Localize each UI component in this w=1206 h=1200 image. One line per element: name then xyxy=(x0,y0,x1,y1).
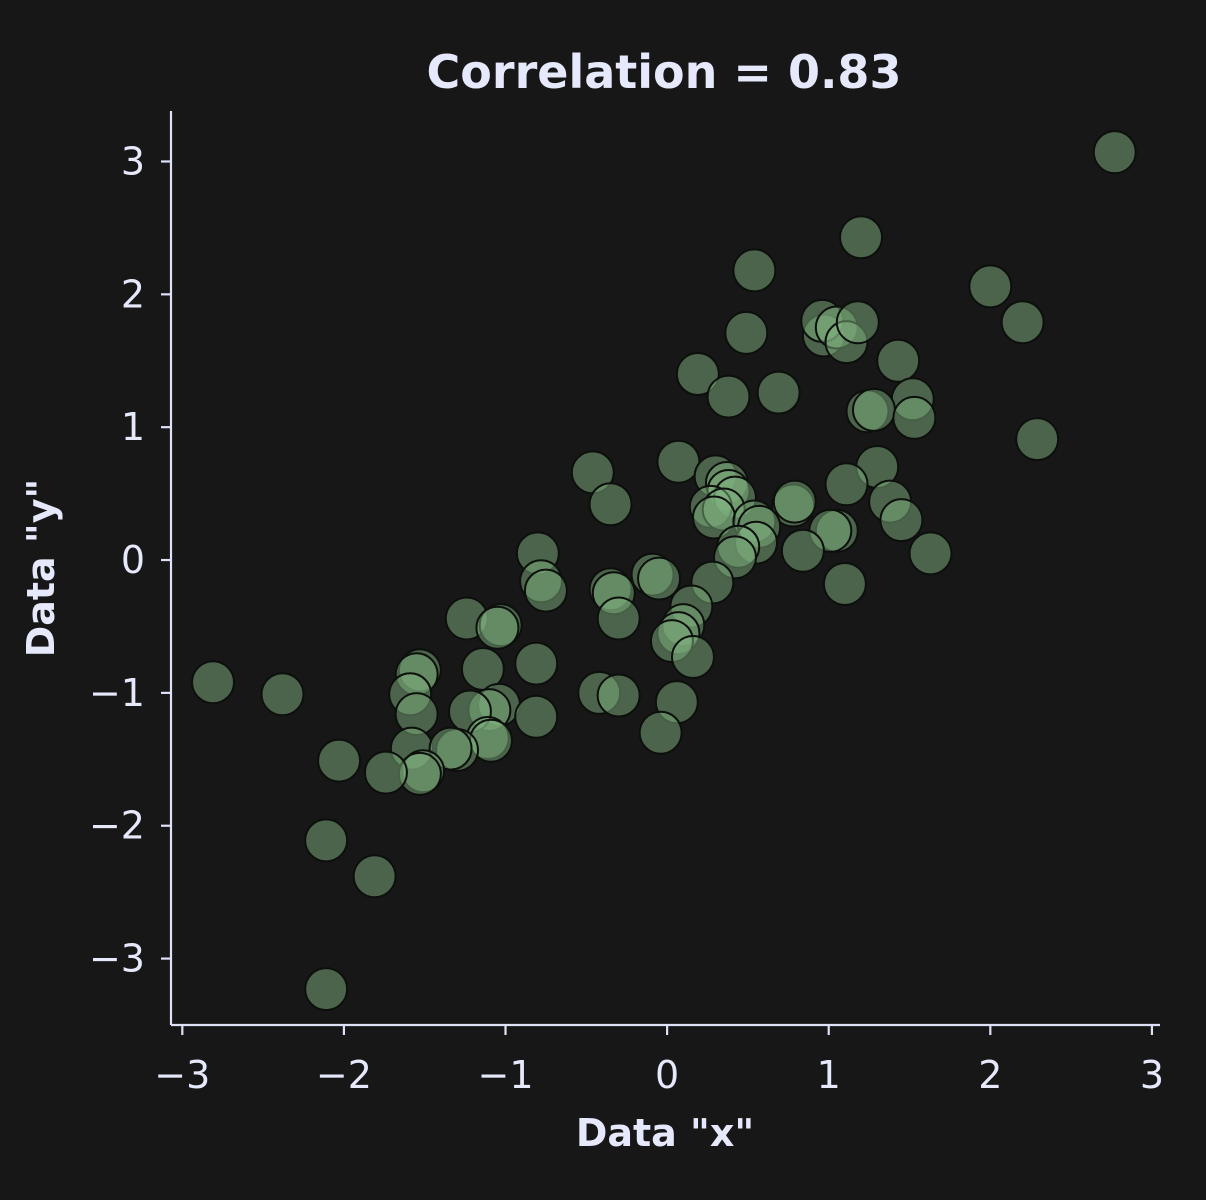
data-point xyxy=(724,310,769,355)
data-point xyxy=(1015,417,1060,462)
data-point xyxy=(596,596,641,641)
data-point xyxy=(656,439,701,484)
y-tick-label: −1 xyxy=(89,671,145,715)
data-point xyxy=(732,248,777,293)
x-tick-label: −2 xyxy=(316,1053,372,1097)
data-point xyxy=(675,352,720,397)
data-point xyxy=(706,374,751,419)
chart-title: Correlation = 0.83 xyxy=(427,45,902,99)
y-axis-label: Data "y" xyxy=(19,479,63,658)
data-point xyxy=(876,338,921,383)
y-tick-label: 2 xyxy=(121,272,145,316)
data-point xyxy=(637,556,682,601)
data-point xyxy=(588,482,633,527)
y-tick-label: −3 xyxy=(89,937,145,981)
x-tick-label: 0 xyxy=(655,1053,679,1097)
y-tick-label: 3 xyxy=(121,139,145,183)
data-point xyxy=(352,854,397,899)
data-point xyxy=(475,605,520,650)
x-tick-label: 2 xyxy=(978,1053,1002,1097)
data-point xyxy=(772,479,817,524)
data-point xyxy=(968,264,1013,309)
data-point xyxy=(304,967,349,1012)
data-point xyxy=(523,568,568,613)
y-axis-ticks: −3 −2 −1 0 1 2 3 xyxy=(89,139,171,981)
data-point xyxy=(670,635,715,680)
y-tick-label: 0 xyxy=(121,538,145,582)
data-point xyxy=(317,738,362,783)
data-point xyxy=(822,561,867,606)
x-tick-label: −1 xyxy=(477,1053,533,1097)
data-point xyxy=(835,300,880,345)
data-point xyxy=(596,673,641,718)
data-point xyxy=(824,462,869,507)
data-point xyxy=(892,395,937,440)
data-point xyxy=(1092,130,1137,175)
data-point xyxy=(304,818,349,863)
data-point xyxy=(908,531,953,576)
x-tick-label: 1 xyxy=(817,1053,841,1097)
data-point xyxy=(638,710,683,755)
data-point xyxy=(756,370,801,415)
x-axis-label: Data "x" xyxy=(576,1111,754,1155)
data-points xyxy=(191,130,1137,1012)
data-point xyxy=(851,387,896,432)
data-point xyxy=(363,750,408,795)
x-tick-label: 3 xyxy=(1140,1053,1164,1097)
y-tick-label: −2 xyxy=(89,804,145,848)
data-point xyxy=(780,528,825,573)
data-point xyxy=(879,498,924,543)
data-point xyxy=(260,672,305,717)
y-tick-label: 1 xyxy=(121,405,145,449)
x-tick-label: −3 xyxy=(154,1053,210,1097)
x-axis-ticks: −3 −2 −1 0 1 2 3 xyxy=(154,1025,1164,1097)
data-point xyxy=(514,694,559,739)
data-point xyxy=(1000,300,1045,345)
data-point xyxy=(514,641,559,686)
data-point xyxy=(839,215,884,260)
data-point xyxy=(191,660,236,705)
